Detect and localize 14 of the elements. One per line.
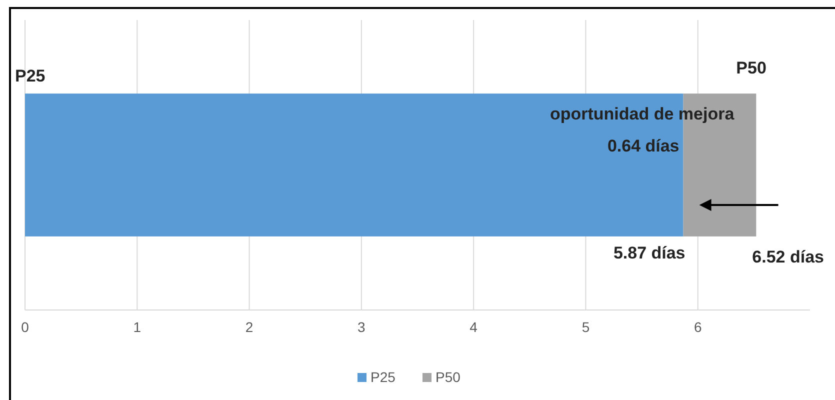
legend-label: P50	[436, 369, 461, 385]
x-tick-label: 2	[245, 319, 254, 335]
x-tick-label: 4	[470, 319, 478, 335]
annotation: P50	[736, 58, 766, 78]
legend-label: P25	[370, 369, 396, 385]
annotation: P25	[15, 66, 46, 86]
x-tick-label: 1	[133, 319, 142, 335]
x-tick-label: 3	[358, 319, 366, 335]
annotation: 0.64 días	[607, 136, 680, 156]
x-tick-label: 0	[21, 319, 30, 335]
x-tick-label: 6	[694, 319, 702, 335]
annotation: 5.87 días	[613, 243, 686, 262]
x-tick-label: 5	[582, 319, 590, 335]
annotation: 6.52 días	[752, 247, 824, 266]
